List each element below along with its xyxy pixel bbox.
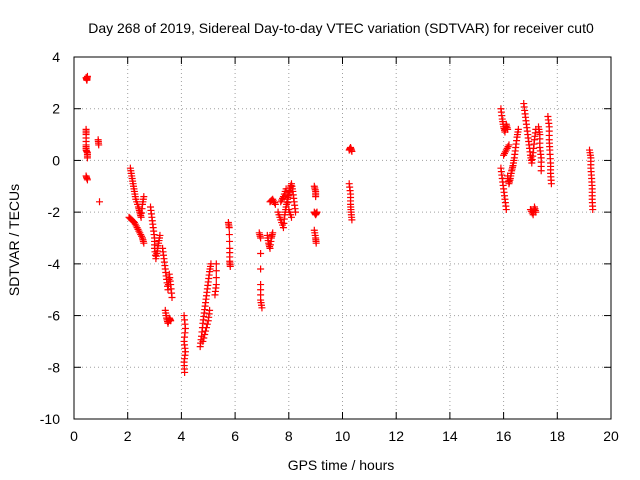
data-point <box>279 194 287 202</box>
data-point <box>212 274 220 282</box>
data-point <box>504 143 512 151</box>
data-point <box>96 198 104 206</box>
data-point <box>313 208 321 216</box>
y-tick-label: 4 <box>52 49 60 65</box>
data-point <box>502 206 510 214</box>
grid-lines <box>74 57 611 419</box>
data-point <box>212 267 220 275</box>
data-point <box>83 72 91 80</box>
data-point <box>257 234 265 242</box>
data-point <box>504 125 512 133</box>
x-tick-label: 4 <box>178 428 186 444</box>
data-point <box>167 317 175 325</box>
data-point <box>312 193 320 201</box>
x-tick-label: 12 <box>388 428 404 444</box>
x-tick-label: 10 <box>335 428 351 444</box>
data-point <box>203 320 211 328</box>
data-point <box>514 125 522 133</box>
data-point <box>537 167 545 175</box>
data-point <box>287 213 295 221</box>
data-point <box>181 368 189 376</box>
x-tick-label: 18 <box>550 428 566 444</box>
y-tick-label: 2 <box>52 101 60 117</box>
axis-ticks: 0 2 4 6 8 10 12 14 16 18 20 -10 -8 -6 -4 -2 0 2 4 <box>40 49 619 444</box>
data-point <box>95 141 103 149</box>
data-point <box>199 337 207 345</box>
data-point <box>312 239 320 247</box>
data-point <box>226 262 234 270</box>
x-tick-label: 16 <box>496 428 512 444</box>
x-tick-label: 20 <box>603 428 619 444</box>
data-point <box>269 229 277 237</box>
y-tick-label: 0 <box>52 152 60 168</box>
data-point <box>138 232 146 240</box>
data-point <box>168 293 176 301</box>
data-point <box>258 304 266 312</box>
data-point <box>212 281 220 289</box>
x-tick-label: 8 <box>285 428 293 444</box>
data-point <box>140 193 148 201</box>
data-point <box>202 327 210 335</box>
x-tick-label: 6 <box>231 428 239 444</box>
data-point <box>200 334 208 342</box>
data-point <box>348 147 356 155</box>
data-point <box>257 265 265 273</box>
y-tick-label: -8 <box>48 359 61 375</box>
data-point <box>83 176 91 184</box>
data-points <box>82 72 597 376</box>
y-axis-title: SDTVAR / TECUs <box>6 184 22 296</box>
data-point <box>83 154 91 162</box>
data-point <box>284 199 292 207</box>
data-point <box>226 237 234 245</box>
data-point <box>270 199 278 207</box>
x-axis-title: GPS time / hours <box>288 457 395 473</box>
data-point <box>282 185 290 193</box>
data-point <box>505 141 513 149</box>
y-tick-label: -4 <box>48 256 61 272</box>
data-point <box>201 331 209 339</box>
chart-title: Day 268 of 2019, Sidereal Day-to-day VTE… <box>88 20 594 36</box>
y-tick-label: -6 <box>48 308 61 324</box>
x-tick-label: 2 <box>124 428 132 444</box>
data-point <box>547 180 555 188</box>
data-point <box>225 224 233 232</box>
x-tick-label: 0 <box>70 428 78 444</box>
data-point <box>348 216 356 224</box>
data-point <box>532 208 540 216</box>
data-point <box>283 192 291 200</box>
y-tick-label: -10 <box>40 411 60 427</box>
data-point <box>225 231 233 239</box>
data-point <box>140 239 148 247</box>
data-point <box>271 200 279 208</box>
data-point <box>212 260 220 268</box>
data-point <box>206 306 214 314</box>
data-point <box>589 206 597 214</box>
data-point <box>257 250 265 258</box>
y-tick-label: -2 <box>48 204 61 220</box>
data-point <box>202 324 210 332</box>
data-point <box>156 231 164 239</box>
x-tick-label: 14 <box>442 428 458 444</box>
